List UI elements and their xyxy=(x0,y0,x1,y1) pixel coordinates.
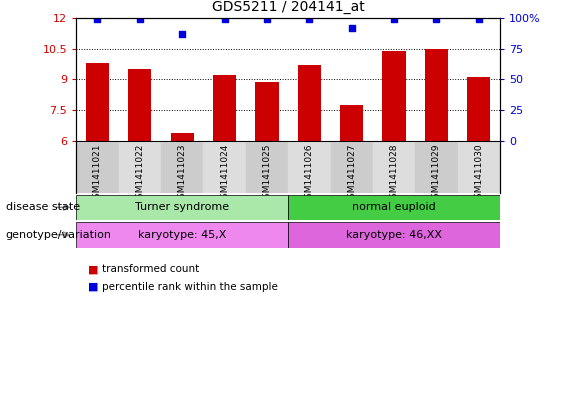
Text: GSM1411022: GSM1411022 xyxy=(136,143,144,204)
Point xyxy=(177,31,186,37)
Bar xyxy=(458,141,500,193)
Text: GSM1411028: GSM1411028 xyxy=(390,143,398,204)
Bar xyxy=(298,65,321,141)
Bar xyxy=(213,75,236,141)
Point xyxy=(262,16,271,22)
Text: Turner syndrome: Turner syndrome xyxy=(135,202,229,212)
Bar xyxy=(128,69,151,141)
Text: percentile rank within the sample: percentile rank within the sample xyxy=(102,282,277,292)
Bar xyxy=(288,141,331,193)
Bar xyxy=(425,49,448,141)
Bar xyxy=(373,141,415,193)
Bar xyxy=(171,133,194,141)
Bar xyxy=(76,195,288,220)
Bar xyxy=(340,105,363,141)
Bar xyxy=(255,83,279,141)
Bar xyxy=(161,141,203,193)
Bar xyxy=(383,51,406,141)
Text: GSM1411027: GSM1411027 xyxy=(347,143,356,204)
Text: GSM1411023: GSM1411023 xyxy=(178,143,186,204)
Bar xyxy=(86,63,109,141)
Point xyxy=(136,16,145,22)
Text: GSM1411025: GSM1411025 xyxy=(263,143,271,204)
Text: disease state: disease state xyxy=(6,202,80,212)
Point xyxy=(220,16,229,22)
Bar xyxy=(415,141,458,193)
Text: GSM1411026: GSM1411026 xyxy=(305,143,314,204)
Text: normal euploid: normal euploid xyxy=(352,202,436,212)
Bar xyxy=(331,141,373,193)
Text: GSM1411021: GSM1411021 xyxy=(93,143,102,204)
Bar xyxy=(76,222,288,248)
Text: GSM1411024: GSM1411024 xyxy=(220,143,229,204)
Title: GDS5211 / 204141_at: GDS5211 / 204141_at xyxy=(212,0,364,14)
Point xyxy=(432,16,441,22)
Point xyxy=(474,16,483,22)
Bar xyxy=(203,141,246,193)
Point xyxy=(347,24,356,31)
Point xyxy=(93,16,102,22)
Point xyxy=(305,16,314,22)
Point xyxy=(389,16,398,22)
Bar xyxy=(467,77,490,141)
Text: genotype/variation: genotype/variation xyxy=(6,230,112,240)
Bar xyxy=(76,141,119,193)
Bar xyxy=(76,18,500,141)
Bar xyxy=(246,141,288,193)
Bar xyxy=(119,141,161,193)
Text: ■: ■ xyxy=(88,282,98,292)
Text: karyotype: 45,X: karyotype: 45,X xyxy=(138,230,227,240)
Bar xyxy=(288,222,500,248)
Text: transformed count: transformed count xyxy=(102,264,199,274)
Text: GSM1411029: GSM1411029 xyxy=(432,143,441,204)
Text: GSM1411030: GSM1411030 xyxy=(475,143,483,204)
Text: karyotype: 46,XX: karyotype: 46,XX xyxy=(346,230,442,240)
Bar xyxy=(288,195,500,220)
Text: ■: ■ xyxy=(88,264,98,274)
